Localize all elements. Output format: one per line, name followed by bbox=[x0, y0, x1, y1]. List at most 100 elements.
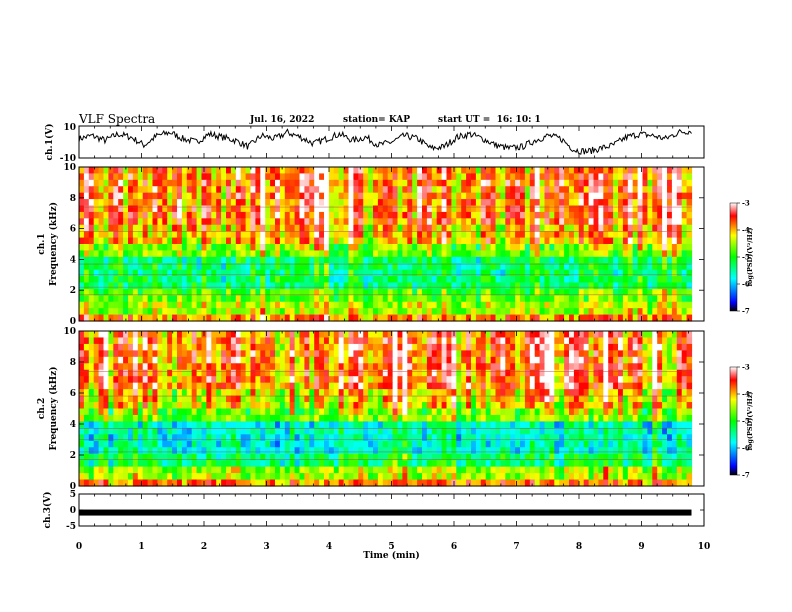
spectrogram-cell bbox=[128, 369, 134, 377]
spectrogram-cell bbox=[554, 205, 560, 213]
spectrogram-cell bbox=[520, 331, 526, 339]
spectrogram-cell bbox=[382, 363, 389, 371]
spectrogram-cell bbox=[137, 408, 144, 416]
spectrogram-cell bbox=[343, 408, 350, 416]
spectrogram-cell bbox=[461, 395, 467, 403]
spectrogram-cell bbox=[647, 382, 653, 390]
spectrogram-cell bbox=[422, 269, 428, 277]
spectrogram-cell bbox=[456, 186, 462, 194]
spectrogram-cell bbox=[79, 337, 85, 345]
spectrogram-cell bbox=[113, 402, 119, 410]
spectrogram-cell bbox=[529, 237, 536, 245]
spectrogram-cell bbox=[647, 218, 653, 226]
spectrogram-cell bbox=[554, 350, 560, 358]
spectrogram-cell bbox=[392, 350, 399, 358]
spectrogram-cell bbox=[88, 263, 95, 271]
spectrogram-cell bbox=[279, 337, 286, 345]
spectrogram-cell bbox=[226, 276, 232, 284]
spectrogram-cell bbox=[632, 314, 639, 322]
spectrogram-cell bbox=[324, 199, 330, 207]
spectrogram-cell bbox=[647, 224, 653, 232]
spectrogram-cell bbox=[284, 276, 291, 284]
spectrogram-cell bbox=[632, 224, 639, 232]
spectrogram-cell bbox=[402, 231, 408, 239]
spectrogram-cell bbox=[83, 389, 90, 397]
spectrogram-cell bbox=[377, 256, 384, 264]
spectrogram-cell bbox=[564, 301, 570, 309]
spectrogram-cell bbox=[108, 244, 114, 252]
spectrogram-cell bbox=[284, 218, 291, 226]
spectrogram-cell bbox=[382, 376, 389, 384]
spectrogram-cell bbox=[245, 331, 252, 339]
spectrogram-cell bbox=[559, 269, 565, 277]
spectrogram-cell bbox=[485, 192, 492, 200]
spectrogram-cell bbox=[485, 343, 492, 351]
spectrogram-cell bbox=[539, 269, 546, 277]
spectrogram-cell bbox=[569, 282, 575, 290]
spectrogram-cell bbox=[93, 256, 100, 264]
spectrogram-cell bbox=[270, 276, 276, 284]
spectrogram-cell bbox=[667, 402, 673, 410]
spectrogram-cell bbox=[603, 376, 609, 384]
spectrogram-cell bbox=[358, 218, 364, 226]
spectrogram-cell bbox=[681, 382, 688, 390]
spectrogram-cell bbox=[142, 314, 149, 322]
spectrogram-cell bbox=[436, 250, 443, 258]
spectrogram-cell bbox=[284, 179, 291, 187]
spectrogram-cell bbox=[559, 314, 565, 322]
spectrogram-cell bbox=[441, 402, 448, 410]
spectrogram-cell bbox=[162, 167, 168, 175]
spectrogram-cell bbox=[328, 382, 335, 390]
spectrogram-cell bbox=[485, 276, 492, 284]
spectrogram-cell bbox=[573, 269, 580, 277]
spectrogram-cell bbox=[471, 199, 477, 207]
spectrogram-cell bbox=[627, 356, 634, 364]
spectrogram-cell bbox=[343, 414, 350, 423]
spectrogram-cell bbox=[98, 389, 105, 397]
spectrogram-cell bbox=[578, 314, 585, 322]
spectrogram-cell bbox=[162, 224, 168, 232]
spectrogram-cell bbox=[255, 408, 261, 416]
spectrogram-cell bbox=[167, 295, 173, 303]
spectrogram-cell bbox=[128, 173, 134, 181]
spectrogram-cell bbox=[265, 173, 271, 181]
spectrogram-cell bbox=[333, 237, 340, 245]
spectrogram-cell bbox=[407, 356, 413, 364]
spectrogram-cell bbox=[363, 244, 369, 252]
spectrogram-cell bbox=[451, 369, 457, 377]
spectrogram-cell bbox=[265, 167, 271, 175]
spectrogram-cell bbox=[368, 276, 374, 284]
spectrogram-cell bbox=[382, 186, 389, 194]
spectrogram-cell bbox=[392, 295, 399, 303]
spectrogram-cell bbox=[128, 308, 134, 316]
spectrogram-cell bbox=[328, 263, 335, 271]
spectrogram-cell bbox=[147, 369, 154, 377]
spectrogram-cell bbox=[309, 337, 315, 345]
spectrogram-cell bbox=[279, 224, 286, 232]
spectrogram-cell bbox=[279, 179, 286, 187]
spectrogram-cell bbox=[471, 205, 477, 213]
spectrogram-cell bbox=[676, 337, 683, 345]
spectrogram-cell bbox=[338, 369, 345, 377]
spectrogram-cell bbox=[152, 337, 158, 345]
spectrogram-cell bbox=[583, 288, 590, 296]
spectrogram-cell bbox=[103, 179, 109, 187]
spectrogram-cell bbox=[667, 167, 673, 175]
spectrogram-cell bbox=[671, 256, 678, 264]
spectrogram-cell bbox=[338, 237, 345, 245]
spectrogram-cell bbox=[534, 263, 541, 271]
spectrogram-cell bbox=[495, 343, 501, 351]
spectrogram-cell bbox=[147, 282, 154, 290]
spectrogram-cell bbox=[407, 282, 413, 290]
spectrogram-cell bbox=[265, 237, 271, 245]
spectrogram-cell bbox=[221, 282, 227, 290]
spectrogram-cell bbox=[147, 331, 154, 339]
spectrogram-cell bbox=[147, 288, 154, 296]
spectrogram-cell bbox=[358, 350, 364, 358]
spectrogram-cell bbox=[93, 331, 100, 339]
spectrogram-cell bbox=[103, 263, 109, 271]
spectrogram-cell bbox=[510, 173, 516, 181]
spectrogram-cell bbox=[436, 414, 443, 423]
spectrogram-cell bbox=[211, 343, 217, 351]
spectrogram-cell bbox=[147, 167, 154, 175]
